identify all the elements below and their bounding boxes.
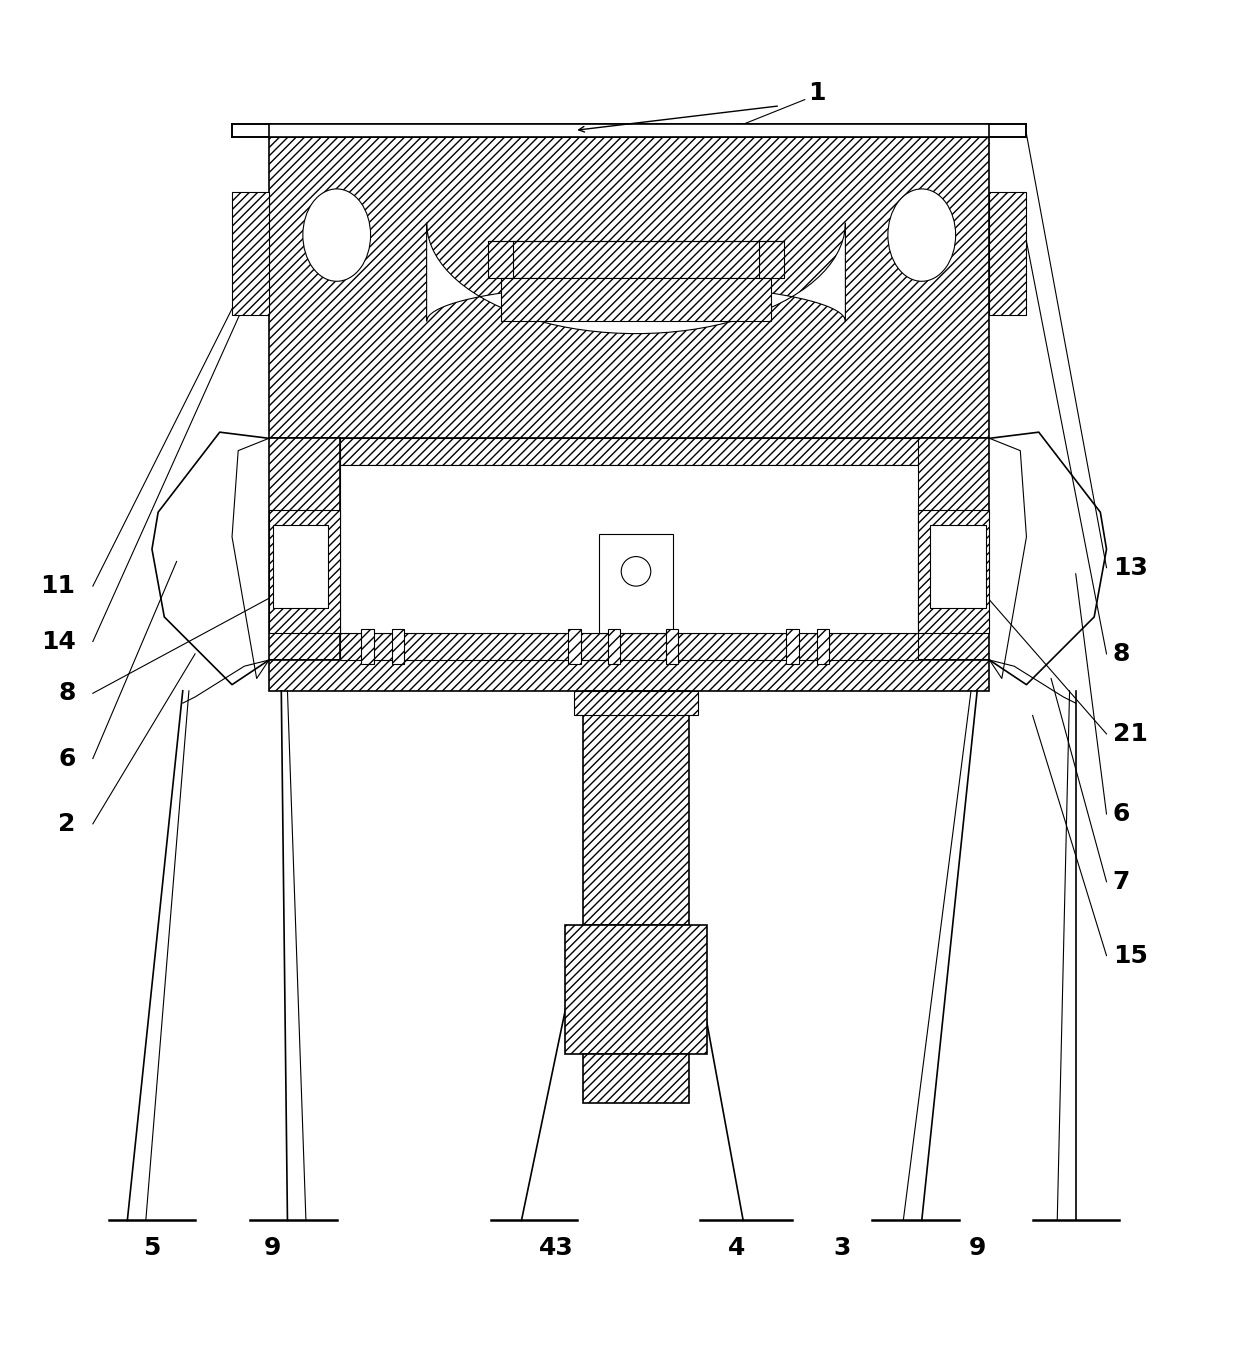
Text: 1: 1 (808, 81, 826, 106)
Polygon shape (568, 630, 580, 664)
Text: 43: 43 (538, 1235, 573, 1259)
Polygon shape (666, 630, 678, 664)
Polygon shape (269, 125, 990, 137)
Text: 13: 13 (1112, 555, 1147, 579)
Text: 15: 15 (1112, 943, 1147, 968)
Polygon shape (269, 137, 990, 438)
Polygon shape (583, 1054, 689, 1103)
Polygon shape (817, 630, 830, 664)
Polygon shape (501, 278, 771, 322)
Polygon shape (269, 438, 341, 660)
Polygon shape (990, 191, 1027, 315)
Polygon shape (232, 191, 269, 315)
Polygon shape (273, 525, 329, 608)
Polygon shape (341, 438, 918, 465)
Text: 2: 2 (58, 811, 76, 836)
Text: 8: 8 (1112, 642, 1130, 666)
Polygon shape (574, 691, 698, 715)
Text: 21: 21 (1112, 722, 1147, 746)
Polygon shape (918, 438, 990, 660)
Polygon shape (599, 535, 673, 632)
Polygon shape (786, 630, 799, 664)
Polygon shape (583, 691, 689, 925)
Text: 11: 11 (41, 574, 76, 598)
Text: 6: 6 (1112, 802, 1130, 826)
Text: 8: 8 (58, 681, 76, 706)
Text: 7: 7 (1112, 870, 1130, 894)
Polygon shape (918, 510, 990, 632)
Polygon shape (269, 510, 341, 632)
Ellipse shape (888, 189, 956, 281)
Polygon shape (608, 630, 620, 664)
Polygon shape (341, 632, 918, 660)
Circle shape (621, 556, 651, 586)
Polygon shape (427, 223, 846, 334)
Polygon shape (341, 465, 918, 632)
Polygon shape (930, 525, 986, 608)
Polygon shape (361, 630, 373, 664)
Ellipse shape (303, 189, 371, 281)
Text: 5: 5 (144, 1235, 161, 1259)
Polygon shape (489, 242, 784, 278)
Text: 14: 14 (41, 630, 76, 654)
Polygon shape (564, 925, 708, 1054)
Text: 4: 4 (728, 1235, 745, 1259)
Polygon shape (392, 630, 404, 664)
Polygon shape (269, 660, 990, 691)
Text: 3: 3 (833, 1235, 851, 1259)
Text: 6: 6 (58, 746, 76, 771)
Text: 9: 9 (264, 1235, 281, 1259)
Text: 9: 9 (968, 1235, 986, 1259)
